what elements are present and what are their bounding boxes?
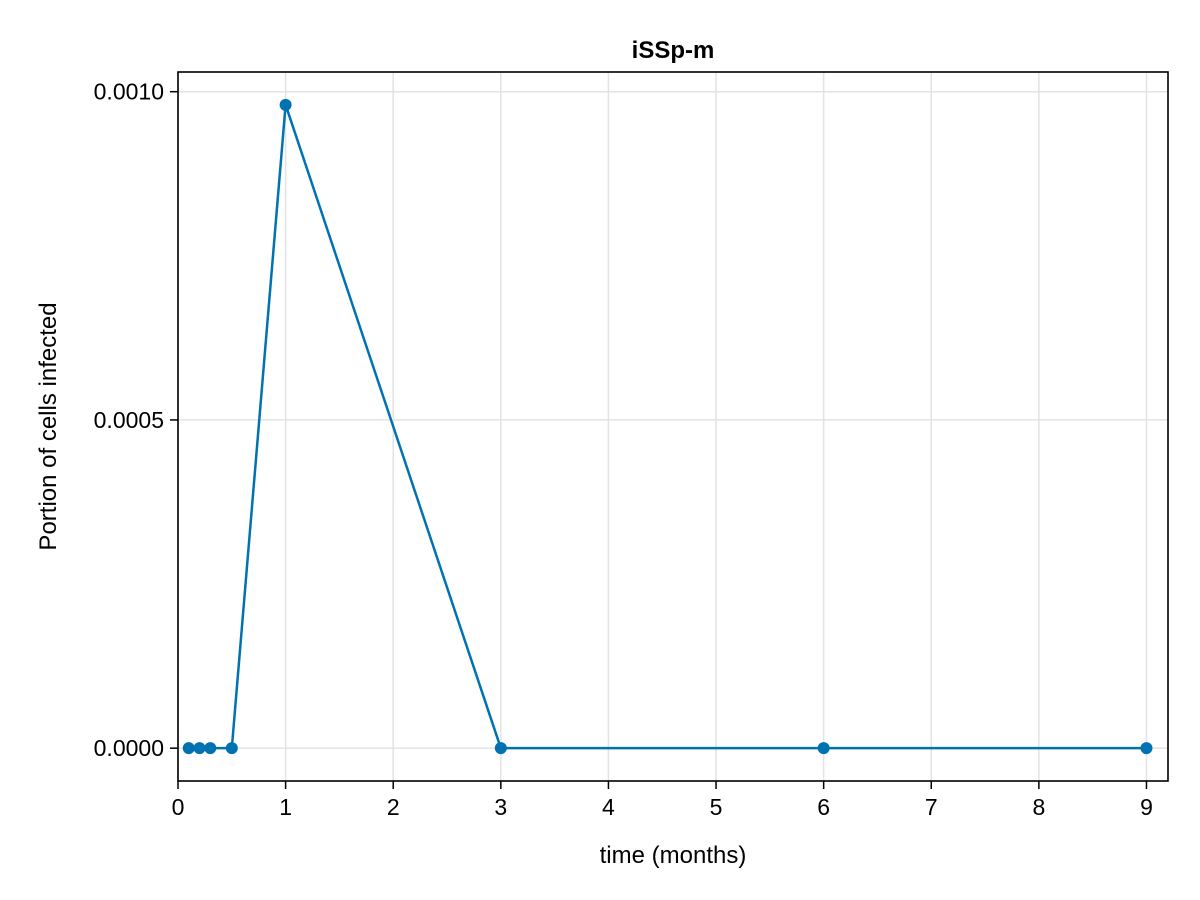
y-tick-label: 0.0000 [94,735,164,761]
series-line [188,103,1147,750]
data-point [204,742,217,755]
x-tick-label: 0 [172,794,185,820]
data-point [279,98,292,111]
x-tick-label: 9 [1140,794,1153,820]
axis-ticks: 0 1 2 3 4 5 6 7 8 9 0.0000 0.0005 0.0010 [94,79,1153,820]
y-axis-label: Portion of cells infected [35,302,62,550]
x-tick-label: 8 [1032,794,1045,820]
grid-lines [177,72,1168,781]
x-tick-label: 3 [494,794,507,820]
data-series [182,98,1153,755]
x-tick-label: 4 [602,794,615,820]
chart-title: iSSp-m [632,37,715,64]
data-point [817,742,830,755]
x-tick-label: 5 [710,794,723,820]
data-point [182,742,195,755]
x-tick-label: 1 [279,794,292,820]
x-tick-label: 6 [817,794,830,820]
data-point [193,742,206,755]
data-point [225,742,238,755]
data-point [1140,742,1153,755]
x-tick-label: 7 [925,794,938,820]
x-tick-label: 2 [387,794,400,820]
y-tick-label: 0.0005 [94,407,164,433]
plot-frame [177,71,1169,782]
x-axis-label: time (months) [600,842,747,869]
y-tick-label: 0.0010 [94,79,164,105]
data-point [494,742,507,755]
